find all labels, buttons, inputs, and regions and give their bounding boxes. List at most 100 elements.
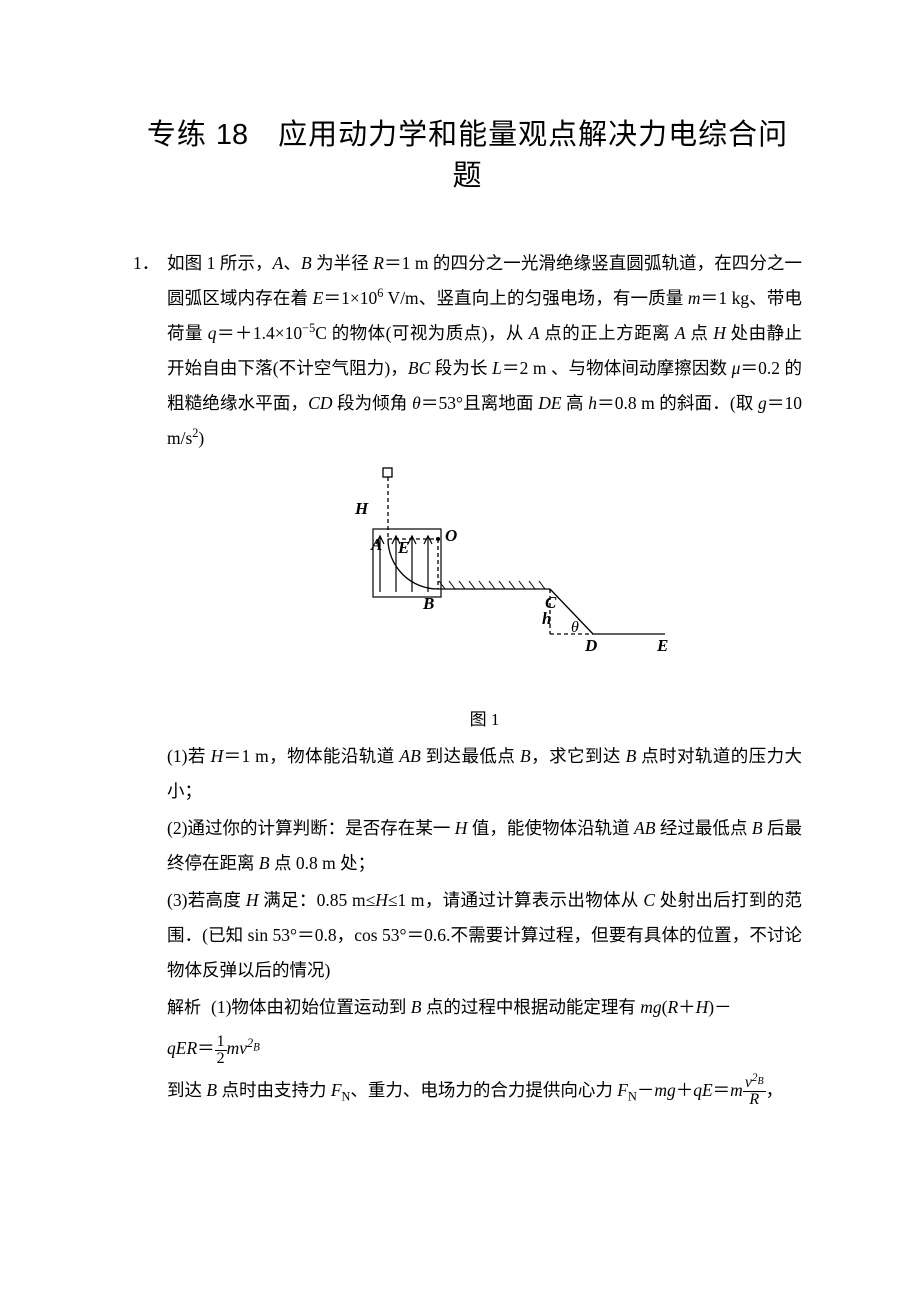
q1-B2: B bbox=[626, 746, 637, 766]
svg-text:h: h bbox=[542, 609, 551, 628]
figure-caption: 图 1 bbox=[167, 703, 802, 737]
stem-t11: 点 bbox=[686, 323, 714, 343]
stem-t14: ＝2 m 、与物体间动摩擦因数 bbox=[502, 358, 732, 378]
sol-2a: 到达 bbox=[167, 1080, 206, 1100]
var-L: L bbox=[492, 358, 502, 378]
eq2-b: ＋ bbox=[676, 1080, 694, 1100]
frac-R: R bbox=[743, 1091, 766, 1108]
q1-a: (1)若 bbox=[167, 746, 211, 766]
q1-AB: AB bbox=[399, 746, 420, 766]
problem-stem: 如图 1 所示，A、B 为半径 R＝1 m 的四分之一光滑绝缘竖直圆弧轨道，在四… bbox=[167, 246, 802, 456]
q3-c: ≤1 m，请通过计算表示出物体从 bbox=[388, 890, 644, 910]
figure-1: H A O E B bbox=[167, 464, 802, 737]
equation-1: qER＝12mv2B bbox=[167, 1031, 802, 1066]
exp-m5: −5 bbox=[302, 321, 315, 335]
title-text: 应用动力学和能量观点解决力电综合问题 bbox=[278, 119, 788, 192]
var-q: q bbox=[208, 323, 217, 343]
stem-t10: 点的正上方距离 bbox=[539, 323, 674, 343]
q1-B: B bbox=[520, 746, 531, 766]
stem-t3: 为半径 bbox=[312, 253, 374, 273]
stem-t13: 段为长 bbox=[430, 358, 492, 378]
eq2-a: － bbox=[637, 1080, 655, 1100]
q1-H: H bbox=[211, 746, 224, 766]
sol-Nsub2: N bbox=[628, 1089, 637, 1103]
eq2-c: ＝ bbox=[713, 1080, 731, 1100]
q1-c: 到达最低点 bbox=[421, 746, 520, 766]
title-number: 18 bbox=[216, 119, 248, 151]
svg-text:O: O bbox=[445, 526, 457, 545]
frac-den: 2 bbox=[215, 1050, 227, 1067]
q3-b: 满足：0.85 m≤ bbox=[259, 890, 376, 910]
sol-B: B bbox=[411, 997, 422, 1017]
stem-t9: C 的物体(可视为质点)，从 bbox=[315, 323, 529, 343]
svg-text:D: D bbox=[584, 636, 597, 655]
stem-t8: ＝＋1.4×10 bbox=[217, 323, 303, 343]
frac-num: 1 bbox=[215, 1034, 227, 1050]
q3-H2: H bbox=[375, 890, 388, 910]
var-g: g bbox=[758, 393, 767, 413]
solution-label: 解析 bbox=[167, 998, 201, 1017]
svg-text:H: H bbox=[354, 499, 369, 518]
var-theta: θ bbox=[412, 393, 421, 413]
stem-t17: ＝53°且离地面 bbox=[421, 393, 539, 413]
q2-H: H bbox=[455, 818, 468, 838]
var-CD: CD bbox=[308, 393, 332, 413]
var-A3: A bbox=[675, 323, 686, 343]
eq1-mv: mv bbox=[227, 1038, 247, 1058]
q1-d: ，求它到达 bbox=[531, 746, 626, 766]
var-E: E bbox=[313, 288, 324, 308]
sub-question-3: (3)若高度 H 满足：0.85 m≤H≤1 m，请通过计算表示出物体从 C 处… bbox=[167, 883, 802, 988]
q2-e: 点 0.8 m 处； bbox=[270, 853, 376, 873]
svg-text:E: E bbox=[656, 636, 668, 655]
q2-c: 经过最低点 bbox=[655, 818, 751, 838]
stem-t5: ＝1×10 bbox=[323, 288, 377, 308]
var-B: B bbox=[301, 253, 312, 273]
sub-question-2: (2)通过你的计算判断：是否存在某一 H 值，能使物体沿轨道 AB 经过最低点 … bbox=[167, 811, 802, 881]
var-DE: DE bbox=[538, 393, 561, 413]
stem-t18: 高 bbox=[562, 393, 589, 413]
problem-number: 1． bbox=[133, 246, 167, 281]
figure-svg: H A O E B bbox=[295, 464, 675, 689]
solution-line-2: 到达 B 点时由支持力 FN、重力、电场力的合力提供向心力 FN－mg＋qE＝m… bbox=[167, 1073, 802, 1108]
q1-b: ＝1 m，物体能沿轨道 bbox=[223, 746, 399, 766]
stem-t21: ) bbox=[198, 428, 204, 448]
eq2-mg: mg bbox=[654, 1080, 675, 1100]
svg-text:B: B bbox=[422, 594, 434, 613]
var-R: R bbox=[373, 253, 384, 273]
stem-t1: 如图 1 所示， bbox=[167, 253, 273, 273]
sub-question-1: (1)若 H＝1 m，物体能沿轨道 AB 到达最低点 B，求它到达 B 点时对轨… bbox=[167, 739, 802, 809]
q2-B: B bbox=[752, 818, 763, 838]
stem-t6: V/m、竖直向上的匀强电场，有一质量 bbox=[383, 288, 688, 308]
sol-2d: ， bbox=[766, 1080, 784, 1100]
stem-t2: 、 bbox=[283, 253, 301, 273]
sol-2b: 点时由支持力 bbox=[217, 1080, 331, 1100]
sol-FN: F bbox=[331, 1080, 342, 1100]
q3-C: C bbox=[643, 890, 655, 910]
q2-AB: AB bbox=[634, 818, 655, 838]
q3-a: (3)若高度 bbox=[167, 890, 246, 910]
sol-2c: 、重力、电场力的合力提供向心力 bbox=[350, 1080, 617, 1100]
sol-FN2: F bbox=[617, 1080, 628, 1100]
page-title: 专练 18 应用动力学和能量观点解决力电综合问题 bbox=[133, 115, 802, 196]
svg-text:θ: θ bbox=[571, 619, 579, 636]
sol-plus: ＋ bbox=[678, 997, 696, 1017]
q3-H: H bbox=[246, 890, 259, 910]
var-BC: BC bbox=[408, 358, 430, 378]
q2-b: 值，能使物体沿轨道 bbox=[467, 818, 634, 838]
sol-R: R bbox=[667, 997, 678, 1017]
eq1-qER: qER bbox=[167, 1038, 197, 1058]
problem-body: 如图 1 所示，A、B 为半径 R＝1 m 的四分之一光滑绝缘竖直圆弧轨道，在四… bbox=[167, 246, 802, 1108]
problem-1: 1． 如图 1 所示，A、B 为半径 R＝1 m 的四分之一光滑绝缘竖直圆弧轨道… bbox=[133, 246, 802, 1108]
sol-rp: )－ bbox=[708, 997, 731, 1017]
frac-v2R: v2BR bbox=[743, 1075, 766, 1108]
sol-mg: mg bbox=[640, 997, 661, 1017]
var-h: h bbox=[588, 393, 597, 413]
eq2-m: m bbox=[730, 1080, 743, 1100]
var-A: A bbox=[273, 253, 284, 273]
frac-half: 12 bbox=[215, 1034, 227, 1067]
title-prefix: 专练 bbox=[147, 119, 207, 151]
sol-1b: 点的过程中根据动能定理有 bbox=[421, 997, 640, 1017]
q2-a: (2)通过你的计算判断：是否存在某一 bbox=[167, 818, 455, 838]
solution: 解析(1)物体由初始位置运动到 B 点的过程中根据动能定理有 mg(R＋H)－ … bbox=[167, 990, 802, 1108]
sol-B2: B bbox=[206, 1080, 217, 1100]
